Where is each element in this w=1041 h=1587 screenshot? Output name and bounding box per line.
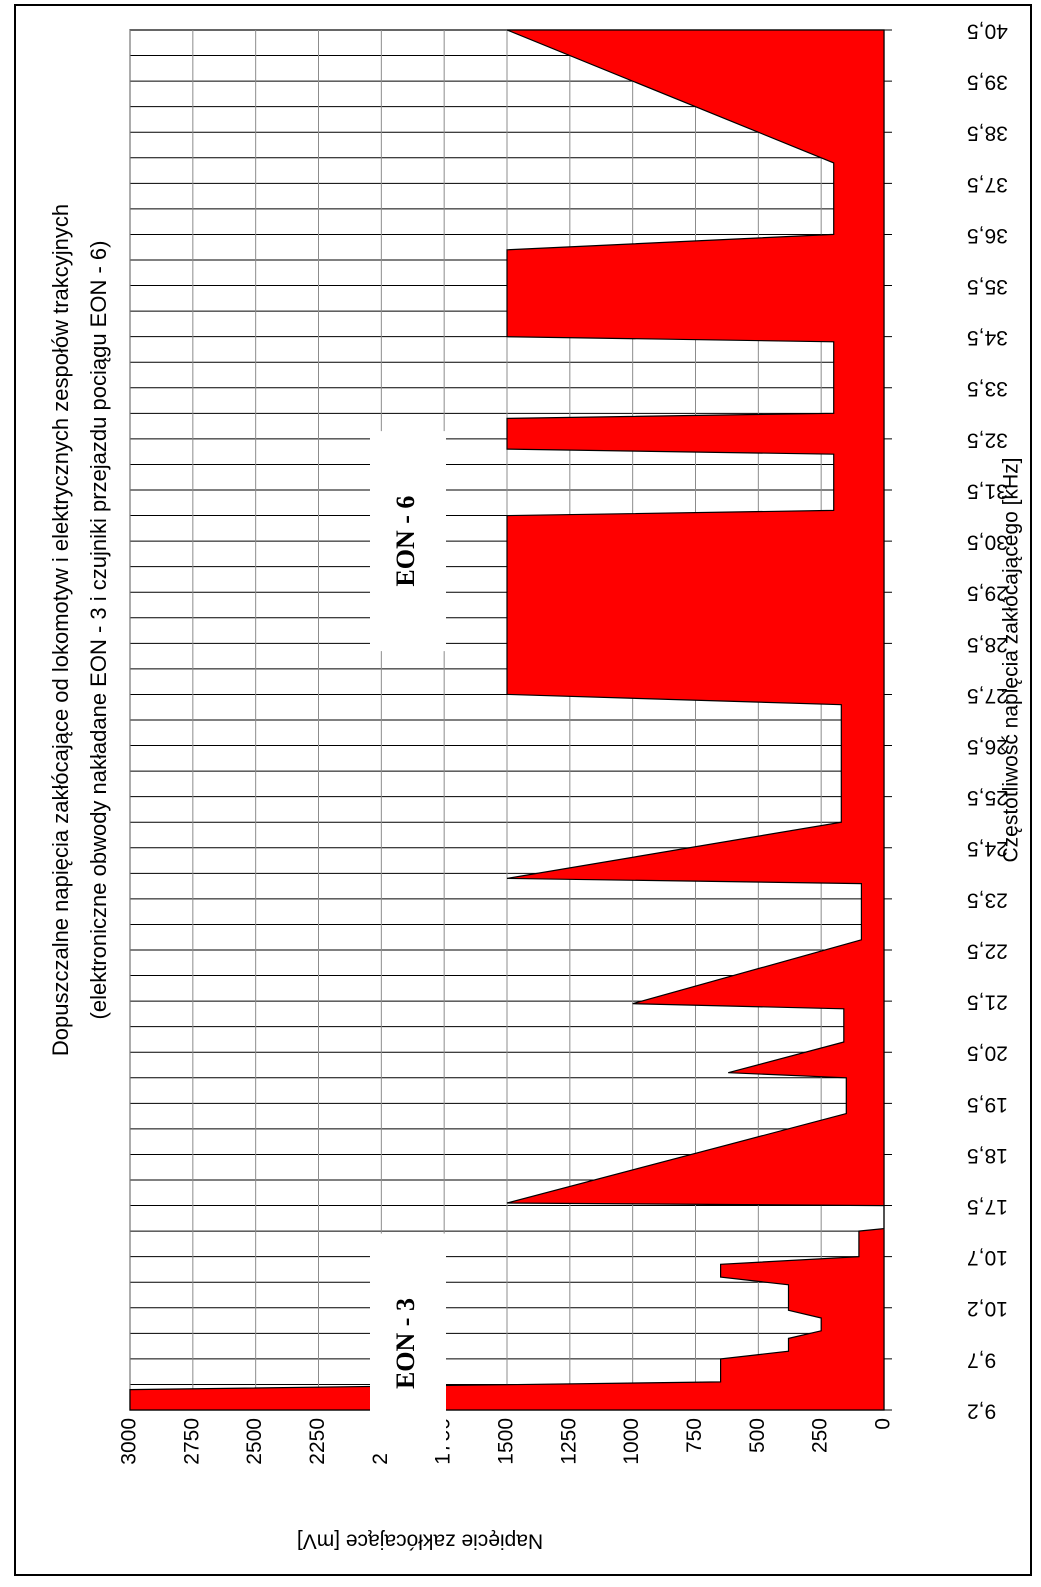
- frequency-tick-label: 22,5: [967, 939, 1008, 962]
- frequency-tick-label: 23,5: [967, 888, 1008, 911]
- voltage-tick-label: 0: [872, 1418, 895, 1430]
- frequency-tick-label: 18,5: [967, 1144, 1008, 1167]
- y-axis-label: Napięcie zakłócające [mV]: [297, 1529, 543, 1552]
- frequency-tick-label: 32,5: [967, 428, 1008, 451]
- voltage-tick-label: 1500: [495, 1418, 518, 1465]
- chart-subtitle: (elektroniczne obwody nakładane EON - 3 …: [86, 241, 111, 1020]
- frequency-tick-label: 25,5: [967, 786, 1008, 809]
- x-axis-label: Częstotliwość napięcia zakłócającego [kH…: [1000, 457, 1023, 862]
- voltage-tick-label: 500: [746, 1418, 769, 1453]
- annotation-label: EON - 6: [391, 496, 420, 587]
- frequency-tick-label: 30,5: [967, 531, 1008, 554]
- voltage-tick-label: 2500: [243, 1418, 266, 1465]
- frequency-tick-label: 26,5: [967, 735, 1008, 758]
- frequency-tick-labels: 9,2 9,7 10,2 10,7 17,5 18,5 19,5 20,5 21,5 22,5 23…: [967, 19, 1008, 1422]
- frequency-tick-label: 17,5: [967, 1195, 1008, 1218]
- frequency-tick-label: 9,7: [967, 1348, 996, 1371]
- frequency-tick-label: 27,5: [967, 684, 1008, 707]
- series-area: [129, 29, 885, 1411]
- frequency-tick-label: 38,5: [967, 122, 1008, 145]
- frequency-tick-label: 9,2: [967, 1399, 996, 1422]
- frequency-tick-label: 36,5: [967, 224, 1008, 247]
- voltage-tick-label: 3000: [118, 1418, 141, 1465]
- frequency-tick-label: 35,5: [967, 275, 1008, 298]
- annotation-label: EON - 3: [391, 1298, 420, 1389]
- frequency-tick-label: 31,5: [967, 479, 1008, 502]
- frequency-tick-label: 29,5: [967, 582, 1008, 605]
- annotations: EON - 3 EON - 6: [370, 431, 446, 1454]
- frequency-tick-label: 10,2: [967, 1297, 1008, 1320]
- voltage-tick-label: 1000: [620, 1418, 643, 1465]
- voltage-tick-label: 1250: [557, 1418, 580, 1465]
- voltage-tick-label: 750: [683, 1418, 706, 1453]
- annotation-box: [370, 431, 446, 652]
- frequency-tick-label: 37,5: [967, 173, 1008, 196]
- frequency-tick-label: 21,5: [967, 991, 1008, 1014]
- frequency-tick-label: 33,5: [967, 377, 1008, 400]
- frequency-tick-label: 10,7: [967, 1246, 1008, 1269]
- series-fill: [129, 29, 885, 1411]
- voltage-tick-label: 2750: [180, 1418, 203, 1465]
- voltage-tick-label: 250: [809, 1418, 832, 1453]
- frequency-tick-label: 19,5: [967, 1093, 1008, 1116]
- chart-title: Dopuszczalne napięcia zakłócające od lok…: [48, 204, 73, 1056]
- voltage-tick-label: 2250: [306, 1418, 329, 1465]
- annotation-box: [370, 1233, 446, 1454]
- frequency-tick-label: 24,5: [967, 837, 1008, 860]
- frequency-tick-label: 34,5: [967, 326, 1008, 349]
- voltage-tick-labels: 0250500750100012501500175020002250250027…: [118, 1418, 895, 1465]
- frequency-tick-label: 28,5: [967, 633, 1008, 656]
- titles: Dopuszczalne napięcia zakłócające od lok…: [48, 204, 1023, 1553]
- frequency-tick-label: 39,5: [967, 71, 1008, 94]
- frequency-tick-label: 40,5: [967, 19, 1008, 42]
- frequency-tick-label: 20,5: [967, 1042, 1008, 1065]
